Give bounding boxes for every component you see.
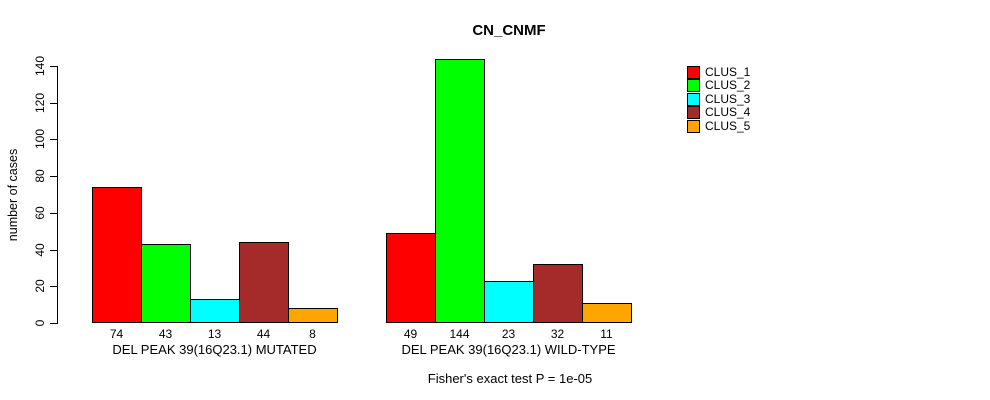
y-tick [50,176,57,178]
bar-value-label: 74 [109,327,124,341]
y-tick [50,139,57,141]
y-tick-label: 120 [33,92,47,113]
legend-label: CLUS_4 [705,105,751,120]
y-tick-label: 40 [33,242,47,257]
y-tick-label: 100 [33,129,47,150]
y-axis-label: number of cases [6,148,20,242]
legend-label: CLUS_1 [705,65,751,79]
y-tick [50,323,57,324]
group-label: DEL PEAK 39(16Q23.1) WILD-TYPE [401,342,616,357]
caption-fisher-test: Fisher's exact test P = 1e-05 [427,371,593,386]
legend-swatch [687,79,700,93]
bar [582,303,632,323]
legend-swatch [687,119,700,133]
bar [435,59,485,323]
legend-swatch [687,106,700,120]
y-tick-label: 20 [33,279,47,293]
bar-value-label: 13 [207,327,222,341]
bar [533,264,583,323]
bar [92,187,142,323]
y-tick [50,66,57,67]
y-tick-label: 80 [33,169,47,183]
bar-value-label: 11 [600,327,613,341]
chart-title: CN_CNMF [472,22,546,39]
y-tick-label: 60 [33,206,47,220]
y-tick [50,286,57,288]
legend-swatch [687,66,700,79]
bar [141,244,191,323]
bar-value-label: 23 [501,327,516,341]
bar [190,299,240,323]
bar [239,242,289,323]
y-tick [50,249,57,251]
bar-value-label: 32 [550,327,565,341]
legend-label: CLUS_2 [705,78,751,93]
y-axis-line [57,66,58,324]
y-tick [50,102,57,104]
y-tick [50,212,57,214]
bar [484,281,534,323]
bar-value-label: 144 [449,327,470,341]
bar-value-label: 43 [158,327,173,341]
legend-label: CLUS_3 [705,91,751,106]
bar-value-label: 8 [309,327,316,341]
y-tick-label: 0 [33,319,47,327]
group-label: DEL PEAK 39(16Q23.1) MUTATED [112,342,317,357]
bar-value-label: 49 [403,327,418,341]
legend-label: CLUS_5 [705,118,751,133]
bar [386,233,436,323]
bar-value-label: 44 [256,327,271,341]
legend-swatch [687,92,700,106]
bar [288,308,338,323]
y-tick-label: 140 [33,55,47,77]
